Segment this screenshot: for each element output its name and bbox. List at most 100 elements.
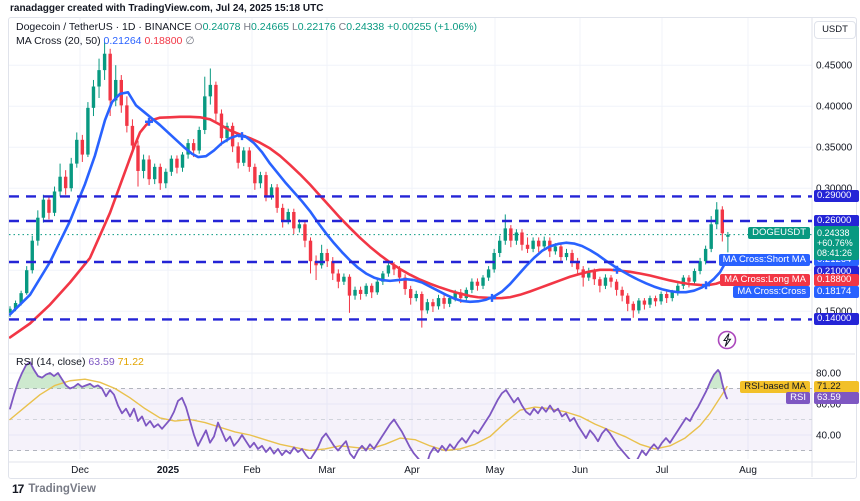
svg-text:Jul: Jul — [656, 465, 669, 476]
change-value: +0.00255 (+1.06%) — [387, 21, 478, 33]
svg-text:0.30000: 0.30000 — [816, 184, 853, 195]
candle — [91, 79, 96, 117]
candle — [147, 155, 151, 185]
candle — [130, 119, 135, 153]
candle — [186, 139, 190, 159]
svg-text:Dec: Dec — [71, 465, 89, 476]
candle — [715, 202, 719, 230]
svg-text:2025: 2025 — [157, 465, 180, 476]
candle — [152, 163, 157, 185]
ma-long-value: 0.18800 — [144, 35, 183, 47]
candle — [720, 206, 725, 242]
candle — [136, 140, 140, 187]
candle — [58, 163, 62, 197]
candle — [353, 286, 357, 300]
candle — [331, 257, 335, 281]
candle — [69, 157, 73, 192]
ma-cross-legend-row[interactable]: MA Cross (20, 50) 0.21264 0.18800 ∅ — [16, 35, 477, 48]
ma-short-value: 0.21264 — [103, 35, 142, 47]
price-axis-labels[interactable]: 0.45000 0.40000 0.35000 0.30000 0.15000 80.00… — [816, 61, 853, 442]
candle — [342, 273, 346, 285]
time-axis-labels[interactable]: Dec 2025 Feb Mar Apr May Jun Jul Aug — [71, 465, 757, 476]
svg-text:0.40000: 0.40000 — [816, 102, 853, 113]
support-resistance-lines[interactable] — [9, 195, 812, 321]
ma-indicator-params: (20, 50) — [64, 35, 101, 47]
candle — [664, 291, 669, 303]
candle — [726, 231, 730, 253]
candle — [687, 275, 691, 288]
ma-indicator-name[interactable]: MA Cross — [16, 35, 62, 47]
candle — [603, 274, 608, 290]
candle — [336, 269, 341, 289]
ohlc-high-value: 0.24665 — [251, 21, 290, 33]
candle — [52, 186, 57, 217]
rsi-indicator-name[interactable]: RSI — [16, 356, 34, 368]
quick-trade-lightning-icon[interactable] — [717, 330, 737, 350]
symbol-legend-row[interactable]: Dogecoin / TetherUS · 1D · BINANCE O0.24… — [16, 21, 477, 34]
gridlines — [9, 18, 812, 459]
candle — [620, 286, 624, 302]
svg-text:Aug: Aug — [739, 465, 757, 476]
candle — [653, 295, 658, 307]
candle — [626, 293, 630, 312]
candle — [570, 249, 574, 267]
candle — [676, 283, 680, 296]
pane-separators — [8, 17, 855, 477]
svg-text:0.35000: 0.35000 — [816, 143, 853, 154]
candle — [498, 235, 502, 258]
svg-text:Apr: Apr — [404, 465, 420, 476]
symbol-title[interactable]: Dogecoin / TetherUS · 1D · BINANCE — [16, 21, 192, 33]
candle — [381, 271, 385, 285]
candle — [24, 266, 29, 295]
candle — [197, 126, 201, 154]
rsi-legend-row[interactable]: RSI (14, close) 63.59 71.22 — [16, 356, 144, 368]
ma-cross-markers — [145, 117, 710, 302]
tradingview-footer[interactable]: 17 TradingView — [12, 482, 96, 496]
candle — [692, 268, 697, 285]
candle — [41, 194, 46, 223]
candle — [631, 301, 635, 318]
svg-text:0.15000: 0.15000 — [816, 307, 853, 318]
candle — [47, 195, 51, 220]
candle — [514, 229, 519, 245]
rsi-pane — [9, 362, 812, 451]
candle — [280, 203, 285, 228]
rsi-ma-value: 71.22 — [117, 356, 144, 368]
chart-legend[interactable]: Dogecoin / TetherUS · 1D · BINANCE O0.24… — [16, 21, 477, 49]
candle — [97, 58, 101, 98]
currency-unit-button[interactable]: USDT — [814, 21, 856, 39]
tradingview-logo-icon[interactable]: 17 — [12, 482, 24, 496]
candle — [648, 295, 652, 308]
svg-text:80.00: 80.00 — [816, 369, 841, 380]
tradingview-brand-text[interactable]: TradingView — [28, 483, 96, 495]
candle — [587, 267, 591, 281]
candle — [659, 291, 663, 305]
svg-text:Feb: Feb — [243, 465, 261, 476]
candle — [414, 290, 418, 302]
candle — [425, 298, 430, 314]
candle — [303, 221, 307, 248]
candle — [214, 81, 218, 121]
candle — [475, 278, 480, 291]
candle — [598, 276, 602, 293]
svg-text:Mar: Mar — [318, 465, 336, 476]
ohlc-open-value: 0.24078 — [202, 21, 241, 33]
candle — [486, 266, 491, 281]
candle — [319, 244, 324, 269]
candle — [575, 257, 580, 276]
candle — [436, 294, 441, 310]
ohlc-close-value: 0.24338 — [346, 21, 385, 33]
candle — [408, 285, 413, 305]
candle — [258, 171, 263, 189]
rsi-line — [9, 361, 728, 459]
candle — [564, 248, 569, 261]
candle — [614, 279, 619, 296]
candle — [375, 279, 379, 295]
candle — [203, 76, 207, 135]
candle — [292, 208, 296, 235]
candle — [275, 184, 279, 213]
candle — [141, 154, 146, 179]
candle — [242, 147, 246, 167]
